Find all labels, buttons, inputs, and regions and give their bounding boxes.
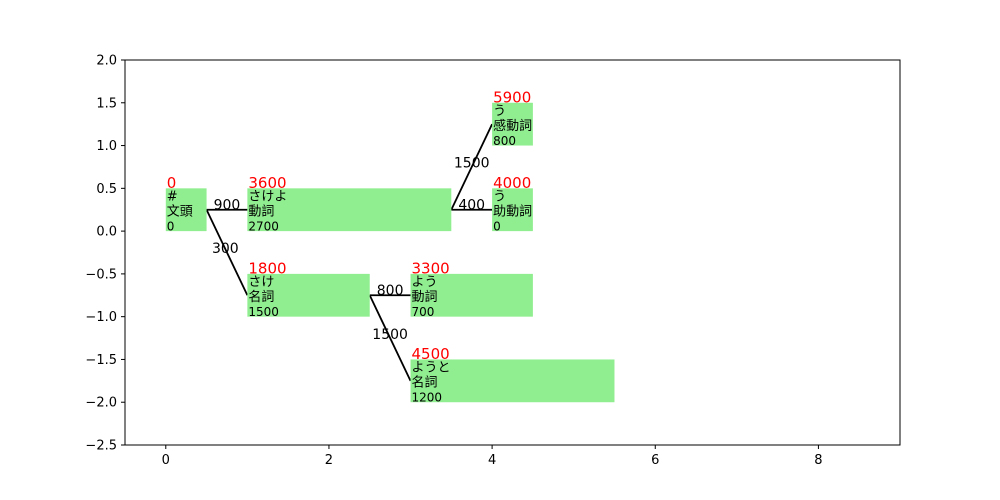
y-tick-label: 0.0 — [96, 225, 117, 240]
node-cumulative-cost: 5900 — [493, 88, 531, 106]
node-word-cost: 800 — [493, 134, 516, 148]
node-box — [410, 273, 533, 317]
x-tick-label: 4 — [488, 453, 496, 468]
node-word-cost: 2700 — [248, 219, 279, 233]
node-cumulative-cost: 0 — [167, 174, 177, 192]
node-surface: よう — [412, 275, 438, 290]
y-tick-label: −0.5 — [85, 267, 117, 282]
node-box — [247, 273, 370, 317]
node-cumulative-cost: 1800 — [248, 259, 286, 277]
edge-cost-label: 400 — [458, 198, 485, 214]
node-surface: # — [167, 189, 178, 204]
y-tick-label: 0.5 — [96, 182, 117, 197]
edge-line — [205, 209, 249, 296]
node-surface: う — [493, 189, 506, 204]
node-pos: 名詞 — [248, 289, 274, 305]
x-tick-label: 8 — [814, 453, 822, 468]
edge-cost-label: 900 — [214, 198, 241, 214]
node-word-cost: 1500 — [248, 305, 279, 319]
y-tick-label: 1.5 — [96, 96, 117, 111]
node-pos: 動詞 — [248, 204, 274, 219]
x-tick-label: 2 — [325, 453, 333, 468]
node-surface: ようと — [412, 360, 451, 375]
node-box — [492, 102, 533, 146]
node-cumulative-cost: 4500 — [412, 345, 450, 363]
edge-line — [368, 294, 412, 382]
y-tick-label: −2.5 — [85, 439, 117, 454]
node-pos: 助動詞 — [493, 204, 532, 219]
node-pos: 感動詞 — [493, 118, 532, 134]
node-pos: 動詞 — [412, 290, 438, 305]
node-surface: さけよ — [248, 189, 287, 204]
x-tick-label: 0 — [162, 453, 170, 468]
y-tick-label: 2.0 — [96, 54, 117, 69]
node-box — [410, 359, 615, 403]
edge-cost-label: 300 — [212, 241, 239, 257]
node-pos: 名詞 — [412, 374, 438, 390]
node-word-cost: 1200 — [412, 390, 443, 404]
node-box — [247, 188, 452, 232]
node-surface: さけ — [248, 275, 274, 290]
node-pos: 文頭 — [167, 204, 193, 219]
node-word-cost: 0 — [167, 219, 175, 233]
y-tick-label: 1.0 — [96, 139, 117, 154]
node-box — [165, 188, 207, 232]
edge-cost-label: 1500 — [454, 156, 490, 172]
y-tick-label: −2.0 — [85, 396, 117, 411]
edge-cost-label: 1500 — [372, 327, 408, 343]
node-box — [492, 188, 533, 232]
node-cumulative-cost: 3600 — [248, 174, 286, 192]
plot-frame — [124, 59, 901, 446]
x-tick-label: 6 — [651, 453, 659, 468]
node-word-cost: 700 — [412, 305, 435, 319]
node-word-cost: 0 — [493, 219, 501, 233]
edge-line — [450, 123, 493, 211]
y-tick-label: −1.0 — [85, 310, 117, 325]
lattice-node: 0#文頭0 — [165, 174, 207, 233]
node-cumulative-cost: 3300 — [412, 259, 450, 277]
y-tick-label: −1.5 — [85, 353, 117, 368]
node-cumulative-cost: 4000 — [493, 174, 531, 192]
edge-cost-label: 800 — [377, 283, 404, 299]
node-surface: う — [493, 104, 506, 119]
